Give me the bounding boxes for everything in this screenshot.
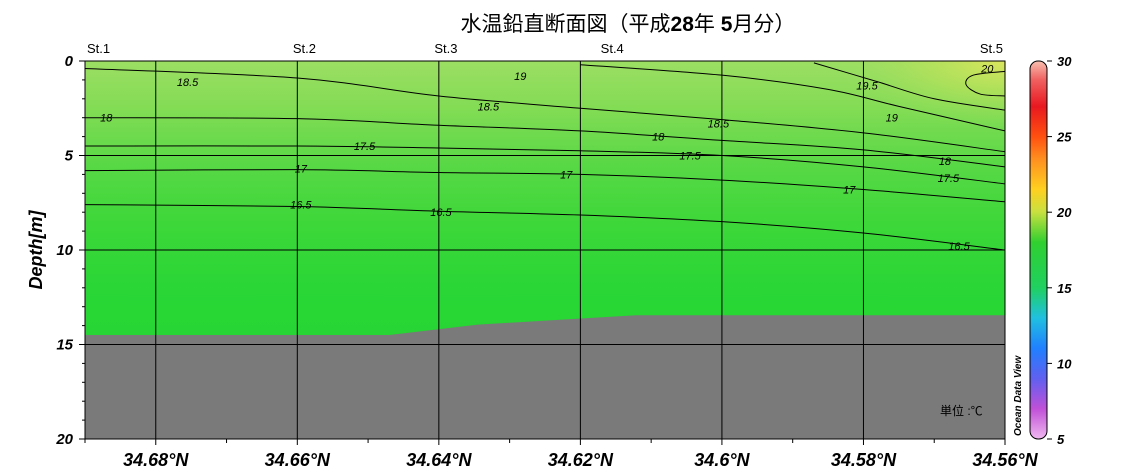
contour-line — [85, 68, 1005, 153]
contour-line — [580, 64, 1005, 132]
station-label: St.5 — [980, 41, 1003, 56]
axes: 34.68°N 34.66°N 34.64°N 34.62°N 34.6°N 34.58°… — [55, 53, 1038, 470]
contour-label: 19 — [886, 113, 898, 125]
y-axis-label: Depth[m] — [26, 210, 46, 290]
station-label: St.3 — [434, 41, 457, 56]
unit-label: 単位 :℃ — [940, 403, 983, 418]
contour-label: 18.5 — [177, 77, 199, 89]
contour-lines: 16.5 16.5 16.5 17 17 17 17.5 17.5 17.5 18 18 18 18.5… — [85, 62, 1005, 253]
contour-label: 17.5 — [938, 173, 960, 185]
contour-label: 17.5 — [679, 151, 701, 163]
x-tick-label: 34.62°N — [548, 450, 614, 470]
x-tick-label: 34.68°N — [123, 450, 189, 470]
y-tick-label: 5 — [65, 148, 74, 165]
x-tick-label: 34.64°N — [406, 450, 472, 470]
contour-label: 18 — [939, 156, 952, 168]
station-label: St.1 — [87, 41, 110, 56]
grid-lines — [85, 61, 1005, 439]
contour-line — [85, 117, 1005, 168]
contour-label: 19 — [514, 71, 526, 83]
contour-line — [85, 169, 1005, 203]
station-label: St.4 — [601, 41, 624, 56]
x-tick-label: 34.66°N — [265, 450, 331, 470]
station-labels: St.1 St.2 St.3 St.4 St.5 — [87, 41, 1003, 56]
colorbar-tick-label: 30 — [1057, 54, 1072, 69]
x-tick-label: 34.6°N — [694, 450, 750, 470]
colorbar-tick-label: 25 — [1056, 130, 1072, 145]
chart-title: 水温鉛直断面図（平成28年 5月分） — [461, 13, 796, 36]
colorbar-tick-label: 20 — [1056, 205, 1072, 220]
title-month: 5 — [721, 13, 733, 36]
y-tick-label: 15 — [56, 337, 73, 354]
contour-label: 18 — [652, 132, 665, 144]
contour-label: 20 — [980, 64, 994, 76]
contour-label: 17 — [843, 185, 856, 197]
contour-label: 16.5 — [430, 207, 452, 219]
contour-label: 17.5 — [354, 141, 376, 153]
contour-line — [965, 70, 1005, 97]
x-tick-label: 34.56°N — [972, 450, 1038, 470]
contour-label: 17 — [295, 164, 308, 176]
contour-label: 16.5 — [290, 200, 312, 212]
y-tick-label: 10 — [56, 242, 73, 259]
title-part: 年 — [694, 13, 721, 36]
y-tick-label: 20 — [55, 431, 73, 448]
colorbar-tick-label: 10 — [1057, 356, 1072, 371]
contour-label: 19.5 — [856, 81, 878, 93]
contour-label: 17 — [560, 169, 573, 181]
station-label: St.2 — [293, 41, 316, 56]
colorbar-tick-label: 5 — [1057, 432, 1065, 447]
contour-label: 16.5 — [948, 241, 970, 253]
contour-label: 18.5 — [478, 101, 500, 113]
warm-surface-water — [780, 61, 1005, 151]
colorbar-tick-label: 15 — [1057, 281, 1072, 296]
colorbar-ticks: 5 10 15 20 25 30 — [1047, 54, 1072, 447]
seafloor-land-mass — [85, 315, 1005, 439]
contour-line — [85, 145, 1005, 185]
title-part: 水温鉛直断面図（平成 — [461, 13, 671, 36]
y-tick-label: 0 — [65, 53, 74, 70]
contour-label: 18 — [100, 113, 113, 125]
title-year: 28 — [671, 13, 695, 36]
contour-line — [85, 204, 1005, 251]
contour-label: 18.5 — [708, 118, 730, 130]
x-tick-label: 34.58°N — [831, 450, 897, 470]
colorbar — [1029, 60, 1048, 440]
contour-line — [813, 62, 1005, 111]
title-part: 月分） — [732, 13, 795, 36]
ocean-data-view-watermark: Ocean Data View — [1013, 355, 1024, 436]
